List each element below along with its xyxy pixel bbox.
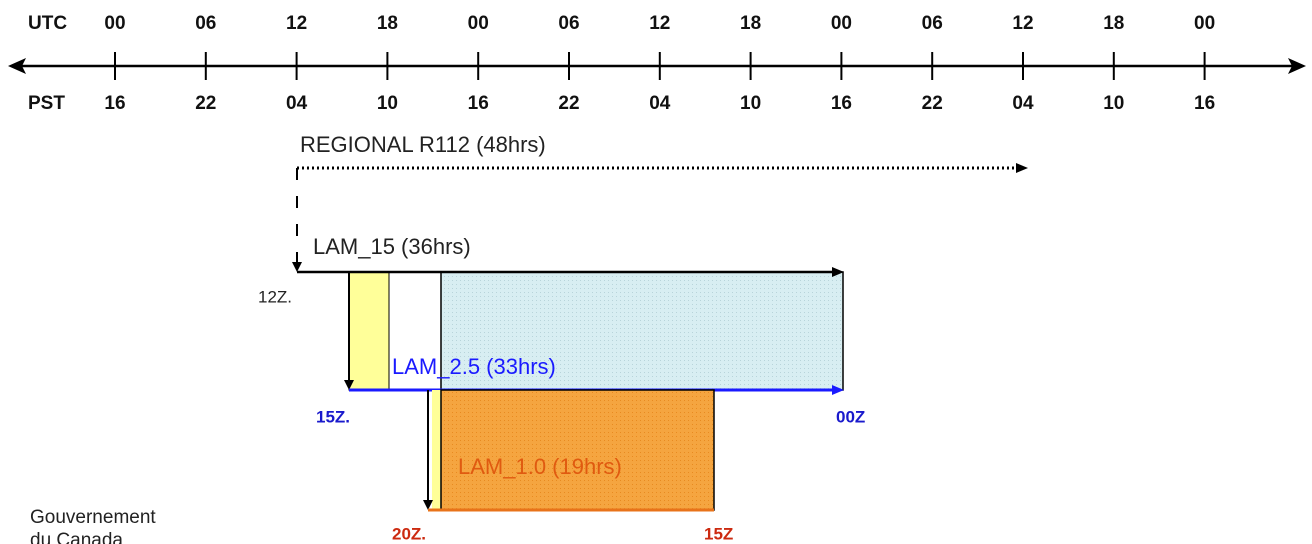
footer-text: du Canada bbox=[30, 530, 123, 544]
arrow-head bbox=[344, 380, 354, 390]
utc-tick: 18 bbox=[740, 13, 761, 34]
pst-tick: 16 bbox=[468, 93, 489, 114]
arrow-head bbox=[1016, 163, 1028, 173]
utc-tick: 06 bbox=[922, 13, 943, 34]
start-time: 12Z. bbox=[258, 287, 292, 306]
arrow-head bbox=[292, 262, 302, 272]
utc-tick: 00 bbox=[104, 13, 125, 34]
utc-tick: 00 bbox=[831, 13, 852, 34]
pst-tick: 16 bbox=[1194, 93, 1215, 114]
pst-tick: 16 bbox=[104, 93, 125, 114]
utc-tick: 18 bbox=[377, 13, 398, 34]
arrow-head bbox=[832, 267, 844, 277]
utc-tick: 00 bbox=[1194, 13, 1215, 34]
utc-tick: 00 bbox=[468, 13, 489, 34]
timeline: UTC PST 00 06 12 18 00 06 12 18 00 06 12 18 00 16 22 04… bbox=[8, 13, 1306, 114]
arrow-head bbox=[423, 500, 433, 510]
pst-tick: 16 bbox=[831, 93, 852, 114]
utc-tick: 06 bbox=[558, 13, 579, 34]
run-label: REGIONAL R112 (48hrs) bbox=[300, 132, 546, 157]
utc-tick: 12 bbox=[286, 13, 307, 34]
arrow-head bbox=[832, 385, 844, 395]
utc-label: UTC bbox=[28, 13, 67, 34]
pst-tick: 22 bbox=[922, 93, 943, 114]
pst-label: PST bbox=[28, 93, 65, 114]
utc-tick: 06 bbox=[195, 13, 216, 34]
utc-tick: 18 bbox=[1103, 13, 1124, 34]
utc-tick: 12 bbox=[1012, 13, 1033, 34]
run-label: LAM_2.5 (33hrs) bbox=[392, 354, 556, 379]
run-label: LAM_1.0 (19hrs) bbox=[458, 454, 622, 479]
pst-tick: 04 bbox=[1012, 93, 1034, 114]
start-time: 15Z. bbox=[316, 407, 350, 426]
run-label: LAM_15 (36hrs) bbox=[313, 234, 471, 259]
lam25-block bbox=[440, 271, 844, 391]
axis-arrow-left bbox=[8, 58, 26, 74]
pst-tick: 22 bbox=[558, 93, 579, 114]
pst-tick: 10 bbox=[1103, 93, 1124, 114]
utc-tick: 12 bbox=[649, 13, 670, 34]
lam10-block bbox=[440, 389, 715, 511]
spinup-block bbox=[348, 271, 390, 391]
end-time: 00Z bbox=[836, 407, 865, 426]
footer-text: Gouvernement bbox=[30, 507, 156, 528]
pst-tick: 10 bbox=[740, 93, 761, 114]
end-time: 15Z bbox=[704, 524, 733, 543]
axis-arrow-right bbox=[1288, 58, 1306, 74]
spinup-block bbox=[432, 390, 441, 510]
pst-tick: 10 bbox=[377, 93, 398, 114]
start-time: 20Z. bbox=[392, 524, 426, 543]
pst-tick: 04 bbox=[649, 93, 671, 114]
pst-tick: 22 bbox=[195, 93, 216, 114]
pst-tick: 04 bbox=[286, 93, 308, 114]
